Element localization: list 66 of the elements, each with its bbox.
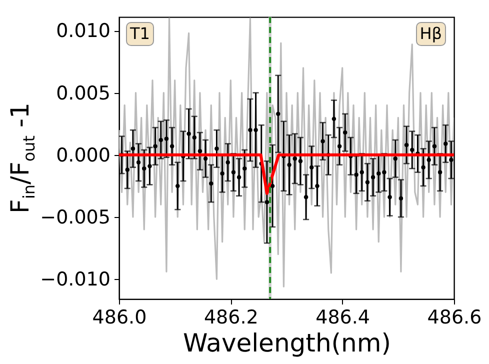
point bbox=[337, 144, 342, 148]
point bbox=[125, 168, 130, 172]
point bbox=[148, 164, 152, 168]
point bbox=[136, 160, 141, 164]
point bbox=[292, 156, 297, 161]
point bbox=[236, 175, 242, 180]
point bbox=[398, 196, 404, 200]
point bbox=[304, 195, 308, 200]
point bbox=[343, 130, 348, 135]
point bbox=[426, 158, 431, 162]
point bbox=[276, 112, 280, 116]
point bbox=[315, 184, 320, 188]
point bbox=[421, 165, 426, 170]
point bbox=[164, 136, 169, 141]
x-axis-title: Wavelength(nm) bbox=[182, 328, 392, 358]
point bbox=[198, 149, 202, 154]
point bbox=[382, 170, 386, 174]
point bbox=[310, 165, 314, 170]
point bbox=[231, 170, 236, 174]
point bbox=[376, 171, 381, 176]
point bbox=[370, 175, 376, 180]
x-tick-label: 486.2 bbox=[204, 306, 258, 328]
point bbox=[153, 144, 158, 148]
x-tick-label: 486.6 bbox=[427, 306, 482, 328]
point bbox=[404, 142, 409, 148]
point bbox=[220, 171, 224, 176]
point bbox=[432, 144, 437, 148]
y-tick-label: 0.000 bbox=[56, 144, 110, 166]
point bbox=[365, 180, 370, 184]
point bbox=[388, 195, 392, 200]
point bbox=[287, 162, 292, 167]
point bbox=[130, 146, 136, 151]
line-series bbox=[119, 17, 454, 288]
point bbox=[142, 166, 146, 171]
point bbox=[214, 146, 219, 151]
point bbox=[248, 128, 252, 132]
point bbox=[203, 156, 208, 161]
point bbox=[254, 128, 258, 132]
y-tick-label: 0.005 bbox=[56, 82, 110, 104]
point bbox=[444, 142, 448, 146]
point bbox=[354, 172, 358, 177]
x-tick-label: 486.4 bbox=[316, 306, 370, 328]
point bbox=[186, 132, 191, 136]
point bbox=[242, 166, 247, 171]
point bbox=[320, 139, 325, 144]
y-tick-label: −0.010 bbox=[40, 268, 110, 291]
point bbox=[192, 135, 196, 140]
point bbox=[438, 170, 442, 174]
point bbox=[226, 160, 230, 164]
point bbox=[393, 156, 398, 161]
point bbox=[410, 148, 414, 152]
point bbox=[449, 158, 454, 162]
point bbox=[298, 158, 303, 164]
annotation: T1 bbox=[126, 22, 154, 46]
y-tick-label: −0.005 bbox=[40, 206, 110, 229]
point bbox=[332, 116, 336, 121]
point bbox=[176, 184, 180, 188]
x-tick-label: 486.0 bbox=[92, 306, 147, 328]
point bbox=[270, 184, 275, 188]
point bbox=[209, 181, 214, 186]
y-tick-label: 0.010 bbox=[56, 20, 110, 42]
point bbox=[170, 144, 174, 148]
point bbox=[158, 138, 163, 142]
point bbox=[360, 170, 364, 174]
annotation: Hβ bbox=[416, 22, 446, 46]
point bbox=[264, 200, 270, 204]
